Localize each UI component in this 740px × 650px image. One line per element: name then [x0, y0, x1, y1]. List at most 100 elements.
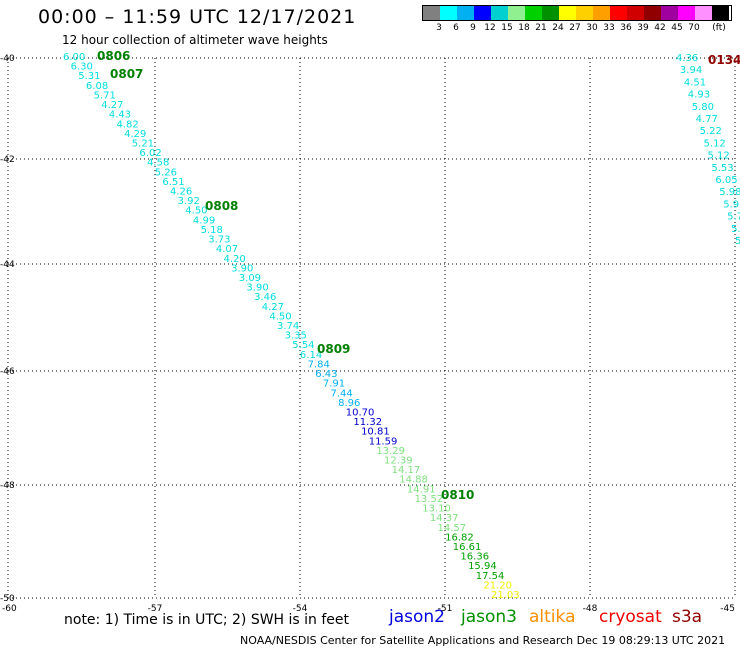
legend-swatch: [695, 6, 712, 20]
wave-height-value: 4.50: [269, 311, 291, 322]
footer-note: note: 1) Time is in UTC; 2) SWH is in fe…: [64, 612, 350, 628]
y-axis-label: -44: [0, 260, 15, 270]
pass-time-label: 0808: [205, 199, 238, 213]
wave-height-tracks: 6.006.305.316.085.714.274.434.824.295.21…: [63, 52, 740, 601]
wave-height-value: 6.08: [86, 81, 108, 92]
wave-height-value: 4.51: [684, 77, 706, 88]
legend-swatch: [610, 6, 627, 20]
legend-swatch: [627, 6, 644, 20]
x-axis-label: -57: [148, 604, 163, 614]
wave-height-value: 14.17: [392, 465, 421, 476]
wave-height-value: 5.26: [155, 167, 177, 178]
pass-time-label: 0807: [110, 67, 143, 81]
legend-label: 33: [603, 23, 615, 33]
wave-height-value: 4.26: [170, 187, 192, 198]
wave-height-value: 4.93: [688, 90, 710, 101]
pass-time-label: 0806: [97, 49, 130, 63]
wave-height-value: 3.90: [231, 263, 253, 274]
wave-height-value: 17.54: [476, 571, 505, 582]
map-subtitle: 12 hour collection of altimeter wave hei…: [62, 33, 328, 47]
y-axis-label: -48: [0, 481, 15, 491]
wave-height-value: 5.98: [719, 187, 740, 198]
legend-swatch: [559, 6, 576, 20]
legend-label: 24: [552, 23, 564, 33]
credit-line: NOAA/NESDIS Center for Satellite Applica…: [240, 634, 726, 647]
wave-height-value: 6.43: [315, 369, 337, 380]
wave-height-value: 5.18: [201, 225, 223, 236]
satellite-cryosat: cryosat: [599, 607, 662, 627]
pass-time-label: 0810: [441, 488, 474, 502]
wave-height-value: 3.73: [208, 235, 230, 246]
wave-height-value: 3.90: [246, 283, 268, 294]
wave-height-value: 21.03: [491, 590, 520, 601]
legend-label: 9: [470, 23, 476, 33]
x-axis-label: -51: [438, 604, 453, 614]
wave-height-value: 4.77: [696, 114, 718, 125]
legend-swatch: [542, 6, 559, 20]
wave-height-value: 5.: [731, 224, 740, 235]
wave-height-value: 11.32: [353, 417, 382, 428]
wave-height-value: 5.71: [94, 90, 116, 101]
wave-height-value: 16.61: [453, 542, 482, 553]
wave-height-value: 4.99: [193, 215, 215, 226]
wave-height-value: 3.35: [285, 331, 307, 342]
wave-height-value: 5.31: [78, 71, 100, 82]
legend-unit: (ft): [712, 23, 726, 33]
wave-height-value: 13.10: [422, 504, 451, 515]
wave-height-value: 4.29: [124, 129, 146, 140]
wave-height-value: 14.57: [438, 523, 467, 534]
legend-swatch: [474, 6, 491, 20]
satellite-s3a: s3a: [672, 607, 703, 627]
wave-height-value: 6.14: [300, 350, 322, 361]
satellite-jason2: jason2: [389, 607, 445, 627]
legend-swatch: [661, 6, 678, 20]
wave-height-value: 5.80: [692, 102, 714, 113]
wave-height-value: 16.82: [445, 532, 474, 543]
wave-height-value: 5.22: [700, 126, 722, 137]
legend-label: 3: [436, 23, 442, 33]
legend-label: 36: [620, 23, 632, 33]
x-axis-label: -54: [293, 604, 308, 614]
legend-label: 42: [654, 23, 666, 33]
satellite-altika: altika: [529, 607, 576, 627]
wave-height-value: 3.46: [254, 292, 276, 303]
wave-height-value: 5.12: [704, 138, 726, 149]
axis-labels: -40 -42 -44 -46 -48 -50-60 -57 -54 -51 -48 -45: [0, 54, 735, 614]
wave-height-value: 4.50: [185, 206, 207, 217]
grid-lines: [7, 57, 736, 599]
x-axis-label: -48: [583, 604, 598, 614]
legend-swatch: [593, 6, 610, 20]
wave-height-value: 3.74: [277, 321, 299, 332]
wave-height-value: 8.96: [338, 398, 360, 409]
x-axis-label: -45: [720, 604, 735, 614]
wave-height-value: 7.91: [323, 379, 345, 390]
wave-height-value: 4.07: [216, 244, 238, 255]
wave-height-value: 21.20: [483, 580, 512, 591]
legend-label: 12: [484, 23, 496, 33]
wave-height-value: 6.30: [71, 62, 93, 73]
wave-height-value: 5: [735, 236, 740, 247]
legend-label: 21: [535, 23, 547, 33]
wave-height-value: 16.36: [460, 552, 489, 563]
y-axis-label: -40: [0, 54, 15, 64]
wave-height-value: 5.53: [711, 163, 733, 174]
wave-height-value: 15.94: [468, 561, 497, 572]
wave-height-value: 4.20: [224, 254, 246, 265]
map-title: 00:00 – 11:59 UTC 12/17/2021: [38, 6, 357, 28]
wave-height-value: 14.37: [430, 513, 459, 524]
y-axis-label: -42: [0, 155, 15, 165]
wave-height-value: 7.84: [308, 359, 330, 370]
legend-swatch: [644, 6, 661, 20]
wave-height-value: 7.44: [331, 388, 353, 399]
legend-swatch: [440, 6, 457, 20]
wave-height-value: 5.7: [727, 212, 740, 223]
legend-swatch: [491, 6, 508, 20]
legend-label: 30: [586, 23, 598, 33]
pass-time-label: 0134: [708, 53, 740, 67]
pass-time-label: 0809: [317, 342, 350, 356]
wave-height-value: 4.27: [101, 100, 123, 111]
legend-label: 15: [501, 23, 513, 33]
wave-height-value: 13.29: [376, 446, 405, 457]
wave-height-value: 4.36: [676, 53, 698, 64]
